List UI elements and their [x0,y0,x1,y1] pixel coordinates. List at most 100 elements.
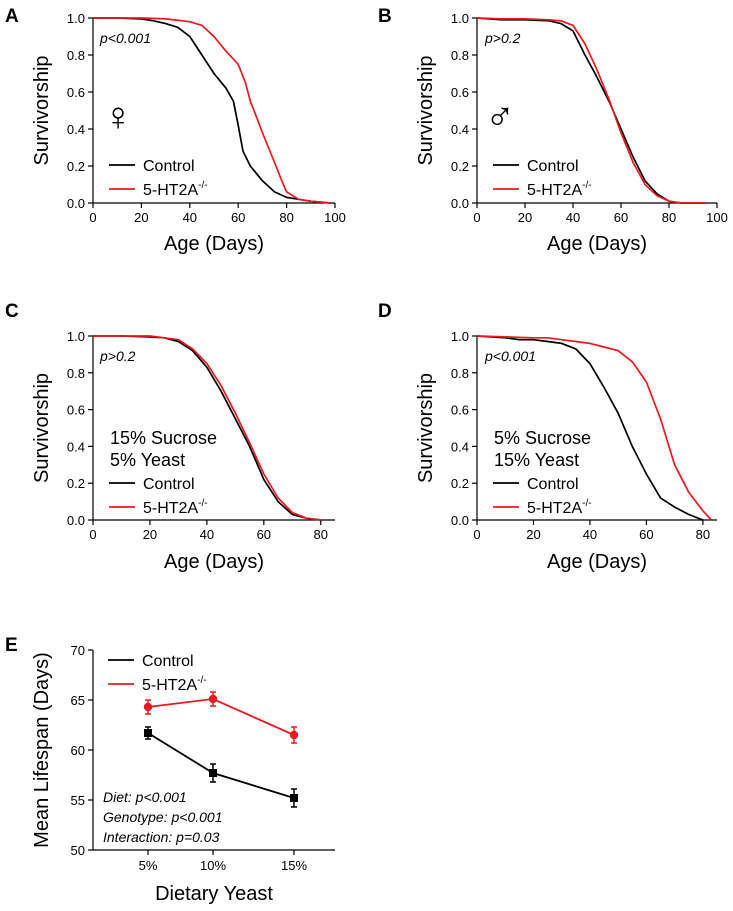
panel-a-y-tick-label: 0.0 [67,196,85,211]
panel-e-mutant-point [208,694,218,704]
panel-a-legend-mutant-label: 5-HT2A-/- [143,180,208,199]
panel-d-legend-mutant-sup: -/- [582,498,591,509]
panel-b-p-value: p>0.2 [484,30,521,46]
panel-d-control-curve [476,335,704,521]
panel-d-x-tick-label: 60 [639,527,653,542]
panel-c-mutant-curve [93,335,321,521]
panel-c-y-tick-label: 0.6 [67,403,85,418]
panel-a-x-tick-label: 60 [231,210,245,225]
panel-e-y-tick-label: 55 [71,793,85,808]
panel-a-label: A [5,6,19,27]
panel-d-legend-control-label: Control [527,476,579,493]
panel-c-x-tick-label: 60 [257,527,271,542]
panel-c-diet-line-1: 15% Sucrose [110,428,217,448]
panel-d-y-tick-label: 0.0 [451,513,469,528]
panel-b-x-tick-label: 100 [706,210,728,225]
panel-d-diet-line-1: 5% Sucrose [494,428,591,448]
panel-d-x-tick-label: 80 [696,527,710,542]
panel-e-control-point [209,769,217,777]
panel-d: D 0 20 40 60 80 0.0 0.2 0.4 0.6 0.8 1.0 Age (Days) Su… [378,301,717,573]
panel-b: B 0 20 40 60 80 100 0.0 0.2 0.4 0.6 0.8 1.0 Age (Days… [378,6,728,255]
panel-d-x-tick-label: 0 [473,527,480,542]
panel-d-x-tick-label: 40 [583,527,597,542]
panel-c-legend-mutant-base: 5-HT2A [143,500,198,517]
panel-c-x-title: Age (Days) [164,551,264,573]
panel-e-y-tick-label: 50 [71,843,85,858]
panel-c-y-title: Survivorship [31,373,53,483]
panel-e-y-tick-label: 60 [71,743,85,758]
panel-d-y-tick-label: 0.4 [451,439,469,454]
panel-b-y-tick-label: 0.4 [451,122,469,137]
panel-b-legend-mutant-label: 5-HT2A-/- [527,180,592,199]
panel-d-y-title: Survivorship [415,373,437,483]
panel-c-diet-line-2: 5% Yeast [110,450,185,470]
panel-c-x-tick-label: 20 [143,527,157,542]
panel-e-legend-mutant-sup: -/- [197,675,206,686]
panel-b-x-tick-label: 80 [662,210,676,225]
panel-b-y-tick-label: 0.8 [451,48,469,63]
panel-a-y-tick-label: 1.0 [67,11,85,26]
female-symbol-icon: ♀ [103,95,133,139]
panel-b-x-tick-label: 40 [566,210,580,225]
panel-b-legend-mutant-sup: -/- [582,180,591,191]
panel-b-x-tick-label: 60 [614,210,628,225]
panel-b-legend-mutant-base: 5-HT2A [527,182,582,199]
panel-a-control-curve [93,17,331,204]
panel-a-y-tick-label: 0.6 [67,85,85,100]
panel-c-x-tick-label: 40 [200,527,214,542]
panel-c-y-tick-label: 0.0 [67,513,85,528]
panel-b-x-title: Age (Days) [547,233,647,255]
panel-e-mutant-line [147,698,295,736]
panel-e-y-title: Mean Lifespan (Days) [31,652,53,848]
panel-a-x-title: Age (Days) [164,233,264,255]
panel-b-label: B [378,6,392,27]
panel-e-y-tick-label: 65 [71,693,85,708]
panel-e-legend-control-label: Control [142,653,194,670]
panel-c-legend-mutant-sup: -/- [198,498,207,509]
panel-e-x-tick-label: 5% [139,858,158,873]
panel-b-y-tick-label: 0.6 [451,85,469,100]
panel-e: E 50 55 60 65 70 5% 10% 15% Dietary Yeast Mean Lif… [5,635,335,905]
panel-a-legend-mutant-sup: -/- [198,180,207,191]
panel-e-legend-mutant-base: 5-HT2A [142,677,197,694]
panel-d-x-tick-label: 20 [526,527,540,542]
panel-d-diet-line-2: 15% Yeast [494,450,579,470]
panel-c-label: C [5,301,19,322]
panel-e-stat-3: Interaction: p=0.03 [103,829,220,845]
panel-e-mutant-point [289,730,299,740]
panel-e-legend-mutant-label: 5-HT2A-/- [142,675,207,694]
panel-e-y-tick-label: 70 [71,643,85,658]
panel-e-x-title: Dietary Yeast [155,883,273,905]
panel-b-x-tick-label: 0 [473,210,480,225]
panel-a-y-tick-label: 0.4 [67,122,85,137]
panel-b-mutant-curve [476,17,705,204]
panel-a-y-tick-label: 0.2 [67,159,85,174]
panel-a-legend-control-label: Control [143,158,195,175]
panel-e-stat-2: Genotype: p<0.001 [103,809,223,825]
panel-d-legend-mutant-label: 5-HT2A-/- [527,498,592,517]
panel-e-mutant-point [143,702,153,712]
panel-c-y-tick-label: 0.4 [67,439,85,454]
panel-c-x-tick-label: 0 [89,527,96,542]
panel-d-y-tick-label: 0.6 [451,403,469,418]
panel-a-x-tick-label: 80 [279,210,293,225]
panel-a-legend-mutant-base: 5-HT2A [143,182,198,199]
panel-b-y-tick-label: 0.0 [451,196,469,211]
panel-b-y-tick-label: 0.2 [451,159,469,174]
panel-a-y-tick-label: 0.8 [67,48,85,63]
panel-d-legend-mutant-base: 5-HT2A [527,500,582,517]
panel-d-x-title: Age (Days) [547,551,647,573]
panel-c-legend-control-label: Control [143,476,195,493]
panel-e-label: E [5,635,18,656]
panel-c-y-tick-label: 0.2 [67,476,85,491]
panel-a-x-tick-label: 40 [183,210,197,225]
panel-a-p-value: p<0.001 [99,30,151,46]
panel-e-stat-1: Diet: p<0.001 [103,789,187,805]
panel-c-y-tick-label: 0.8 [67,366,85,381]
panel-a-x-tick-label: 20 [134,210,148,225]
panel-c-legend-mutant-label: 5-HT2A-/- [143,498,208,517]
panel-e-control-point [290,794,298,802]
panel-a-mutant-curve [93,17,331,204]
panel-d-mutant-curve [476,335,713,521]
